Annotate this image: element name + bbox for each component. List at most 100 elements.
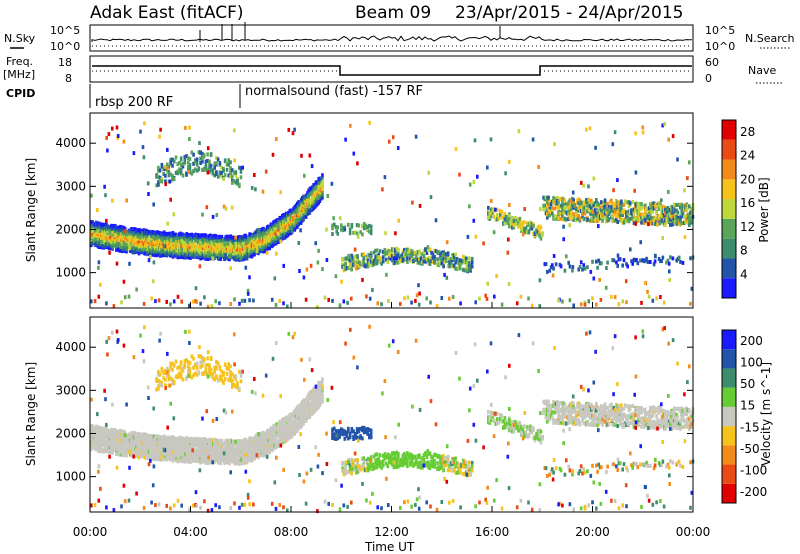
power-echo-cell (632, 221, 636, 225)
power-echo-cell (368, 229, 371, 234)
power-echo-cell (302, 209, 305, 213)
power-noise-cell (634, 221, 638, 226)
power-noise-cell (371, 287, 374, 292)
power-noise-cell (429, 195, 433, 200)
power-noise-cell (229, 302, 232, 306)
power-echo-cell (578, 265, 582, 269)
power-echo-cell (458, 262, 462, 267)
power-echo-cell (374, 248, 377, 253)
power-noise-cell (604, 285, 608, 290)
power-echo-cell (208, 159, 211, 164)
power-echo-cell (416, 260, 420, 265)
power-noise-cell (275, 251, 278, 256)
power-noise-cell (538, 304, 542, 309)
power-noise-cell (104, 193, 107, 198)
power-echo-cell (410, 252, 414, 256)
power-noise-cell (396, 146, 400, 150)
power-echo-cell (539, 236, 543, 241)
power-noise-cell (585, 127, 588, 132)
velocity-echo-cell (200, 453, 204, 458)
power-noise-cell (434, 218, 438, 223)
power-echo-cell (194, 244, 197, 249)
power-noise-cell (314, 180, 318, 185)
nave-series (92, 70, 692, 76)
power-noise-cell (634, 170, 638, 175)
power-echo-cell (452, 263, 456, 268)
power-noise-cell (169, 197, 172, 202)
power-echo-cell (351, 260, 355, 265)
power-echo-cell (626, 264, 629, 269)
power-echo-cell (112, 224, 116, 229)
power-echo-cell (364, 226, 368, 230)
power-echo-cell (361, 224, 364, 229)
power-noise-cell (293, 127, 296, 132)
power-echo-cell (208, 162, 211, 166)
power-echo-cell (244, 233, 248, 238)
power-noise-cell (252, 298, 255, 303)
power-echo-cell (189, 255, 192, 260)
power-echo-cell (270, 239, 274, 244)
power-echo-cell (200, 249, 204, 254)
power-echo-cell (211, 171, 215, 176)
power-echo-cell (675, 222, 678, 227)
power-echo-cell (517, 224, 520, 229)
power-noise-cell (688, 160, 691, 165)
power-noise-cell (369, 254, 372, 259)
power-echo-cell (445, 258, 448, 263)
power-noise-cell (411, 200, 414, 205)
power-echo-cell (612, 212, 616, 217)
power-echo-cell (392, 252, 396, 257)
power-echo-cell (616, 220, 619, 224)
power-echo-cell (669, 255, 672, 260)
power-echo-cell (499, 208, 502, 213)
power-noise-cell (414, 298, 417, 303)
power-echo-cell (509, 223, 513, 228)
power-echo-cell (371, 260, 374, 265)
power-echo-cell (171, 176, 174, 181)
power-echo-cell (598, 216, 602, 221)
power-echo-cell (567, 205, 570, 210)
power-echo-cell (573, 202, 577, 207)
velocity-echo-cell (183, 449, 186, 454)
power-noise-cell (399, 301, 402, 306)
power-echo-cell (369, 231, 373, 236)
power-echo-cell (430, 259, 433, 263)
power-echo-cell (169, 157, 172, 162)
power-noise-cell (417, 302, 421, 307)
power-echo-cell (454, 252, 457, 257)
power-echo-cell (470, 260, 474, 265)
power-echo-cell (661, 255, 665, 260)
power-noise-cell (316, 305, 319, 310)
power-noise-cell (198, 264, 202, 269)
power-noise-cell (325, 227, 328, 232)
power-noise-cell (297, 241, 301, 245)
power-echo-cell (430, 250, 433, 255)
velocity-echo-cell (110, 444, 113, 449)
power-echo-cell (500, 210, 504, 214)
power-echo-cell (469, 264, 472, 269)
power-echo-cell (348, 231, 352, 236)
power-echo-cell (268, 246, 271, 251)
power-echo-cell (536, 232, 540, 237)
power-echo-cell (157, 168, 160, 173)
power-echo-cell (637, 219, 641, 223)
power-noise-cell (562, 237, 565, 242)
power-noise-cell (361, 277, 364, 282)
power-echo-cell (110, 240, 113, 245)
power-noise-cell (166, 166, 169, 171)
power-echo-cell (548, 268, 552, 273)
power-echo-cell (664, 218, 667, 223)
power-echo-cell (681, 211, 685, 215)
power-echo-cell (437, 250, 441, 254)
power-echo-cell (374, 261, 377, 266)
power-echo-cell (239, 175, 243, 180)
power-echo-cell (366, 258, 370, 263)
power-echo-cell (345, 266, 349, 271)
power-echo-cell (374, 254, 377, 259)
power-echo-cell (371, 263, 374, 268)
power-echo-cell (297, 204, 300, 209)
power-echo-cell (389, 253, 393, 258)
power-echo-cell (407, 249, 411, 254)
power-noise-cell (254, 187, 257, 192)
